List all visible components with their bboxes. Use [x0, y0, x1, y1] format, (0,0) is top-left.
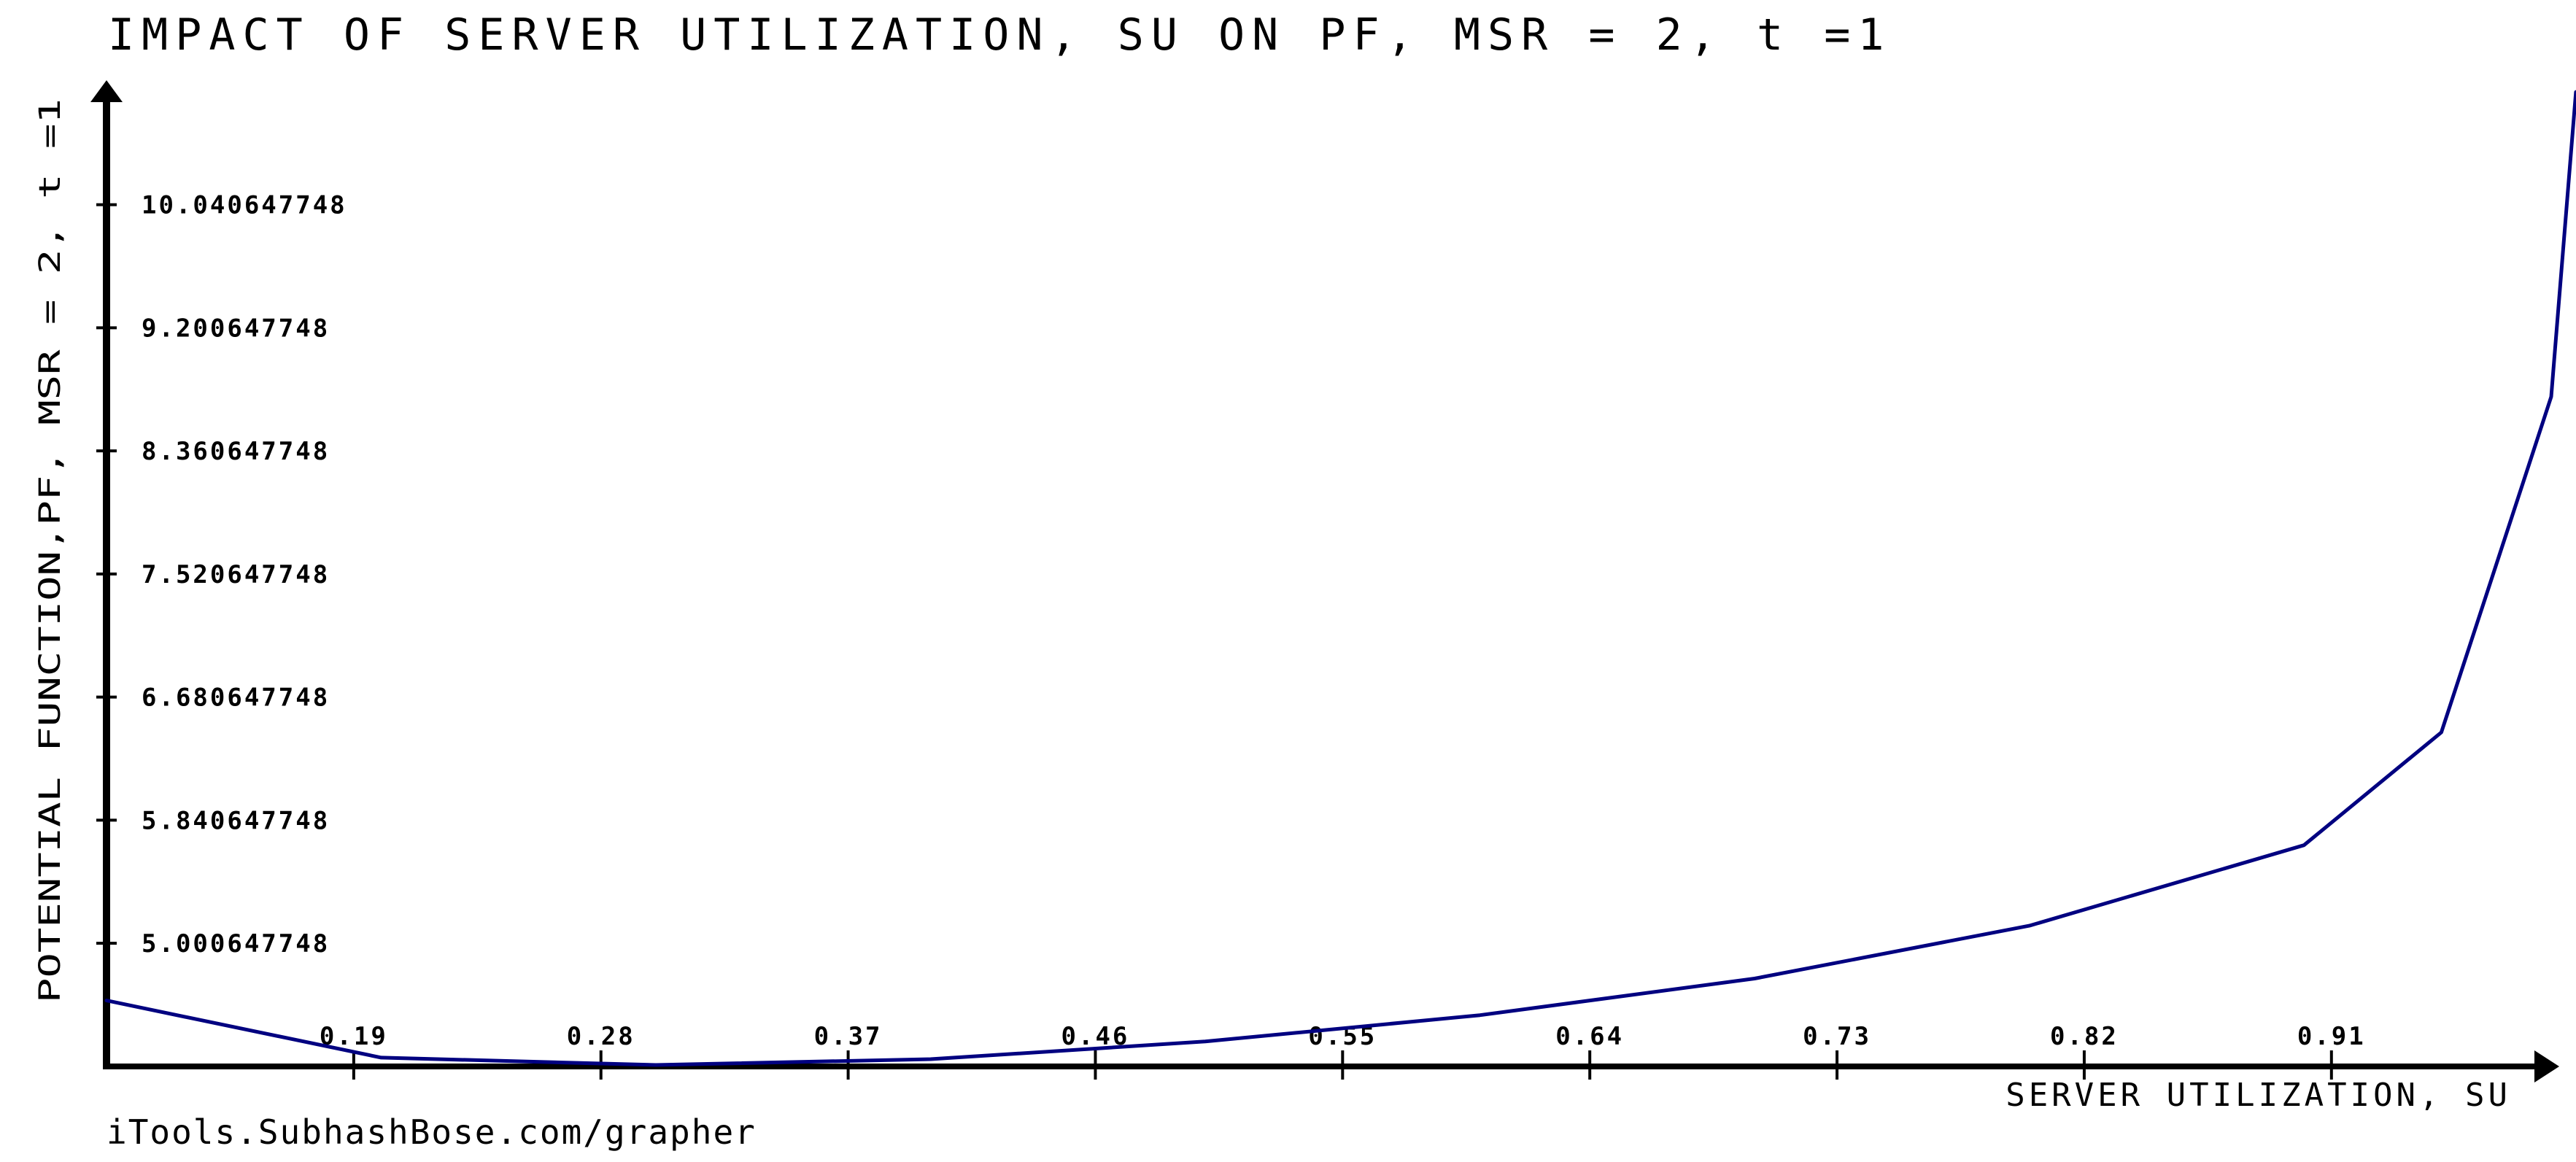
y-tick-label: 9.200647748: [142, 314, 330, 343]
x-axis-label: SERVER UTILIZATION, SU: [2006, 1077, 2511, 1114]
x-tick-label: 0.91: [2297, 1022, 2366, 1051]
credit-text: iTools.SubhashBose.com/grapher: [107, 1112, 757, 1152]
chart-title: IMPACT OF SERVER UTILIZATION, SU ON PF, …: [108, 9, 1892, 61]
x-tick-label: 0.37: [814, 1022, 883, 1051]
y-axis-arrow: [90, 80, 123, 102]
y-axis-label-group: POTENTIAL FUNCTION,PF, MSR = 2, t =1: [34, 98, 67, 1003]
series-group: [104, 90, 2576, 1067]
y-tick-label: 10.040647748: [142, 191, 347, 220]
x-tick-label: 0.73: [1803, 1022, 1871, 1051]
y-tick-label: 6.680647748: [142, 683, 330, 713]
y-tick-label: 5.000647748: [142, 929, 330, 958]
x-axis-arrow: [2534, 1050, 2559, 1082]
series-line: [104, 90, 2576, 1067]
y-ticks: 5.000647748 5.840647748 6.680647748 7.52064…: [96, 191, 347, 958]
y-axis-label: POTENTIAL FUNCTION,PF, MSR = 2, t =1: [34, 98, 67, 1003]
y-tick-label: 5.840647748: [142, 806, 330, 835]
x-tick-label: 0.82: [2050, 1022, 2119, 1051]
x-ticks: 0.19 0.28 0.37 0.46 0.55 0.64 0.73 0.82 0.91: [320, 1022, 2366, 1080]
x-tick-label: 0.64: [1555, 1022, 1624, 1051]
y-tick-label: 7.520647748: [142, 560, 330, 589]
x-tick-label: 0.28: [567, 1022, 635, 1051]
y-tick-label: 8.360647748: [142, 437, 330, 466]
